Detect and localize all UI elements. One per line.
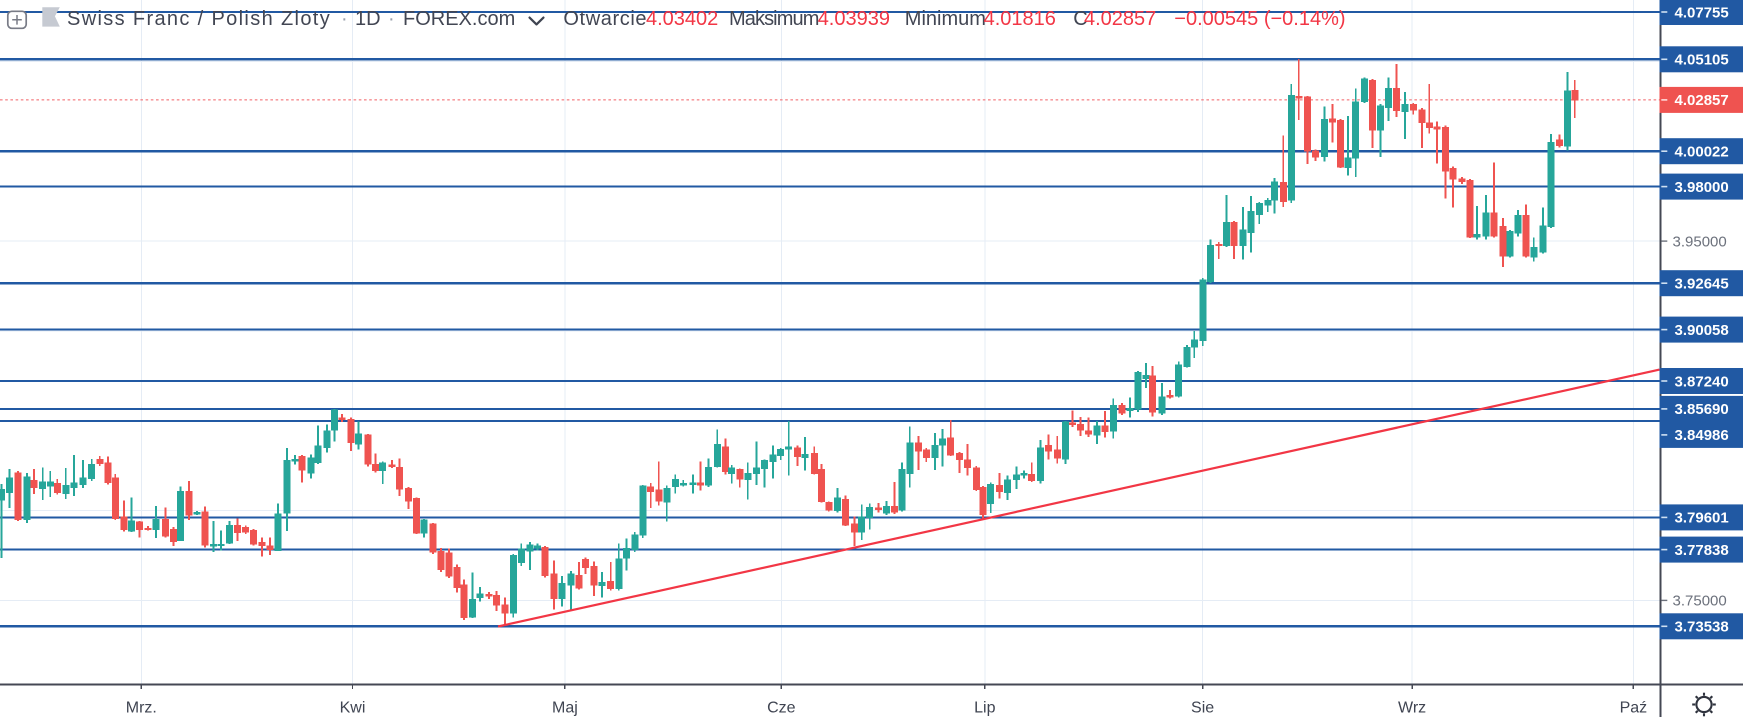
svg-text:3.75000: 3.75000: [1673, 593, 1727, 610]
svg-text:Paź: Paź: [1620, 700, 1648, 717]
svg-text:3.90058: 3.90058: [1675, 322, 1729, 339]
svg-text:Cze: Cze: [767, 700, 796, 717]
svg-text:3.92645: 3.92645: [1675, 276, 1729, 293]
svg-text:Maj: Maj: [552, 700, 578, 717]
svg-text:Kwi: Kwi: [340, 700, 366, 717]
svg-text:3.77838: 3.77838: [1675, 542, 1729, 559]
svg-text:3.79601: 3.79601: [1675, 510, 1729, 527]
svg-text:Mrz.: Mrz.: [126, 700, 157, 717]
svg-text:3.98000: 3.98000: [1675, 179, 1729, 196]
svg-text:4.05105: 4.05105: [1675, 52, 1729, 69]
svg-text:3.84986: 3.84986: [1675, 427, 1729, 444]
svg-text:3.95000: 3.95000: [1673, 233, 1727, 250]
svg-text:Wrz: Wrz: [1398, 700, 1426, 717]
svg-text:Sie: Sie: [1191, 700, 1214, 717]
svg-text:3.73538: 3.73538: [1675, 619, 1729, 636]
svg-text:4.02857: 4.02857: [1675, 92, 1729, 109]
svg-text:Lip: Lip: [974, 700, 995, 717]
svg-text:4.00022: 4.00022: [1675, 144, 1729, 161]
svg-text:Swiss Franc / Polish Zloty·1D·: Swiss Franc / Polish Zloty·1D·FOREX.com: [67, 8, 515, 30]
svg-text:4.07755: 4.07755: [1675, 4, 1729, 21]
svg-text:3.87240: 3.87240: [1675, 373, 1729, 390]
svg-text:3.85690: 3.85690: [1675, 401, 1729, 418]
